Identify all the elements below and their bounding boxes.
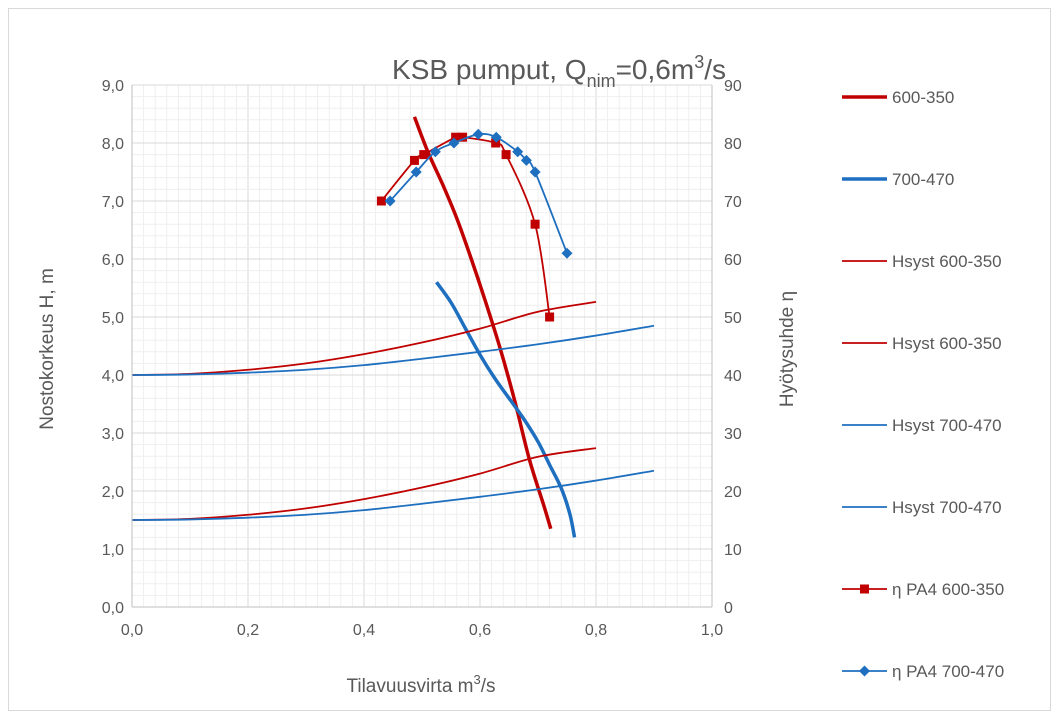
- data-point: [472, 128, 484, 140]
- legend-label: 700-470: [892, 170, 954, 189]
- legend-marker: [859, 665, 870, 677]
- y2-tick-label: 90: [724, 78, 742, 95]
- series-4: [131, 324, 655, 376]
- data-point: [448, 137, 460, 149]
- chart-title: KSB pumput, Qnim=0,6m3/s: [392, 52, 726, 91]
- data-point: [409, 155, 419, 165]
- legend-item: 600-350: [842, 88, 954, 107]
- x-tick-label: 1,0: [701, 622, 723, 639]
- series-7: [384, 128, 573, 259]
- data-point: [512, 146, 524, 158]
- grid: [131, 84, 713, 608]
- y-tick-label: 0,0: [102, 600, 124, 617]
- data-point: [545, 312, 555, 322]
- y2-tick-label: 30: [724, 426, 742, 443]
- legend-item: 700-470: [842, 170, 954, 189]
- y2-tick-label: 80: [724, 136, 742, 153]
- legend-label: 600-350: [892, 88, 954, 107]
- y-tick-label: 1,0: [102, 542, 124, 559]
- y2-tick-label: 20: [724, 484, 742, 501]
- legend: 600-350 700-470 Hsyst 600-350 Hsyst 600-350…: [842, 88, 1004, 681]
- y2-tick-label: 60: [724, 252, 742, 269]
- legend-label: Hsyst 600-350: [892, 334, 1002, 353]
- x-tick-label: 0,0: [121, 622, 143, 639]
- legend-item: Hsyst 700-470: [842, 416, 1002, 435]
- y-tick-label: 9,0: [102, 78, 124, 95]
- y2-tick-label: 50: [724, 310, 742, 327]
- legend-item: η PA4 700-470: [842, 662, 1004, 681]
- y2-tick-label: 40: [724, 368, 742, 385]
- x-tick-label: 0,2: [237, 622, 259, 639]
- data-point: [561, 247, 573, 259]
- series-6: [376, 132, 555, 322]
- data-point: [530, 219, 540, 229]
- data-point: [491, 138, 501, 148]
- legend-marker: [860, 584, 869, 594]
- data-point: [490, 131, 502, 143]
- legend-item: Hsyst 600-350: [842, 334, 1002, 353]
- series-0: [412, 116, 553, 530]
- axes: 0,0 0,2 0,4 0,6 0,8 1,0 0,0 1,0 2,0 3,0 4,0 5,0 6,0 7…: [102, 78, 742, 639]
- data-point: [520, 154, 532, 166]
- y-tick-label: 2,0: [102, 484, 124, 501]
- chart-svg: 0,0 0,2 0,4 0,6 0,8 1,0 0,0 1,0 2,0 3,0 4,0 5,0 6,0 7…: [37, 52, 1004, 697]
- data-point: [458, 132, 468, 142]
- series-1: [435, 281, 577, 538]
- y-tick-label: 8,0: [102, 136, 124, 153]
- y-tick-label: 6,0: [102, 252, 124, 269]
- y-axis-title: Nostokorkeus H, m: [37, 268, 58, 430]
- chart-frame: 0,0 0,2 0,4 0,6 0,8 1,0 0,0 1,0 2,0 3,0 4,0 5,0 6,0 7…: [8, 8, 1051, 711]
- data-point: [529, 166, 541, 178]
- data-point: [429, 146, 441, 158]
- data-point: [451, 132, 461, 142]
- y-tick-label: 5,0: [102, 310, 124, 327]
- legend-label: Hsyst 600-350: [892, 252, 1002, 271]
- y-tick-label: 3,0: [102, 426, 124, 443]
- x-tick-label: 0,4: [353, 622, 375, 639]
- series-line: [412, 116, 553, 530]
- legend-item: Hsyst 600-350: [842, 252, 1002, 271]
- series-line: [131, 469, 655, 521]
- series-line: [131, 447, 597, 521]
- data-point: [410, 166, 422, 178]
- y2-axis-title: Hyötysuhde η: [777, 291, 798, 407]
- y2-tick-label: 10: [724, 542, 742, 559]
- y-tick-label: 7,0: [102, 194, 124, 211]
- series-line: [131, 301, 597, 376]
- series-line: [389, 133, 568, 254]
- series-5: [131, 469, 655, 521]
- series-layer: [131, 116, 655, 538]
- legend-label: Hsyst 700-470: [892, 498, 1002, 517]
- data-point: [376, 196, 386, 206]
- legend-label: η PA4 600-350: [892, 580, 1004, 599]
- data-point: [501, 150, 511, 160]
- legend-item: η PA4 600-350: [842, 580, 1004, 599]
- series-line: [435, 281, 577, 538]
- y-tick-label: 4,0: [102, 368, 124, 385]
- y2-tick-label: 0: [724, 600, 733, 617]
- x-tick-label: 0,8: [585, 622, 607, 639]
- series-2: [131, 301, 597, 376]
- x-axis-title: Tilavuusvirta m3/s: [346, 672, 495, 697]
- series-3: [131, 447, 597, 521]
- x-tick-label: 0,6: [469, 622, 491, 639]
- legend-item: Hsyst 700-470: [842, 498, 1002, 517]
- data-point: [419, 150, 429, 160]
- data-point: [384, 195, 396, 207]
- y2-tick-label: 70: [724, 194, 742, 211]
- legend-label: Hsyst 700-470: [892, 416, 1002, 435]
- series-line: [131, 324, 655, 376]
- legend-label: η PA4 700-470: [892, 662, 1004, 681]
